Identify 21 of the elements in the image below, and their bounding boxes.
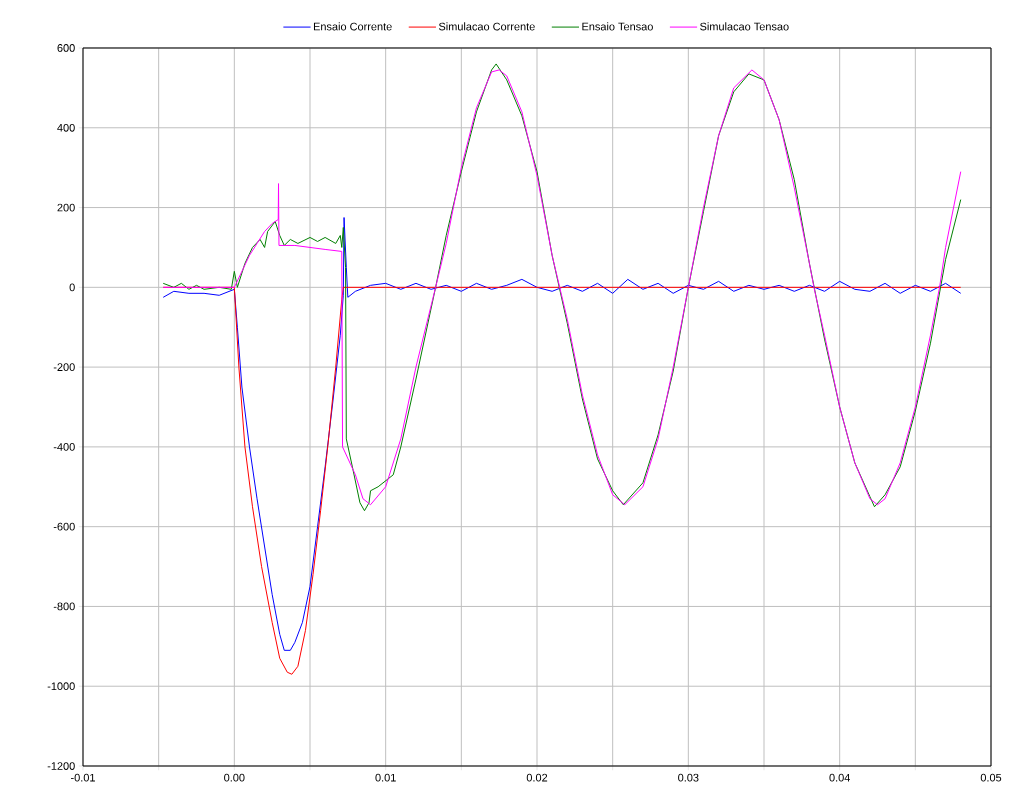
legend-label: Simulacao Corrente — [438, 22, 535, 31]
x-tick-label: 0.03 — [678, 773, 699, 782]
x-tick-label: 0.00 — [224, 773, 245, 782]
y-tick-label: 600 — [57, 44, 75, 52]
y-tick-label: 200 — [57, 203, 75, 212]
legend-label: Ensaio Tensao — [582, 22, 653, 31]
legend-label: Simulacao Tensao — [700, 22, 789, 31]
y-tick-label: 400 — [57, 123, 75, 132]
y-tick-label: -600 — [53, 522, 75, 531]
x-tick-label: 0.01 — [375, 773, 396, 782]
x-tick-label: -0.01 — [71, 773, 95, 782]
legend-label: Ensaio Corrente — [313, 22, 392, 31]
y-tick-label: -800 — [53, 602, 75, 611]
y-tick-label: -200 — [53, 363, 75, 371]
y-tick-label: -1200 — [47, 762, 75, 770]
x-tick-label: 0.02 — [526, 773, 548, 782]
x-tick-label: 0.05 — [980, 773, 1002, 782]
x-tick-label: 0.04 — [829, 773, 851, 782]
y-tick-label: -1000 — [47, 682, 75, 691]
y-tick-label: 0 — [69, 283, 75, 292]
y-tick-label: -400 — [53, 443, 75, 451]
